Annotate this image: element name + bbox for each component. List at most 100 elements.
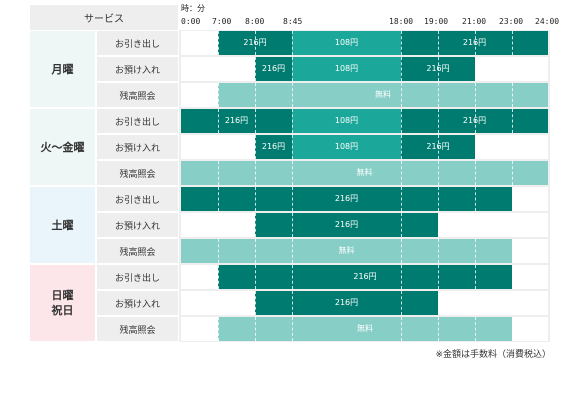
time-tick: 0:00: [181, 17, 201, 26]
grid-line: [292, 213, 293, 237]
fee-label: 216円: [353, 272, 377, 281]
fee-bar-mid: [292, 57, 401, 81]
grid-line: [218, 109, 219, 133]
grid-line: [255, 239, 256, 263]
grid-line: [512, 291, 513, 315]
service-label: お預け入れ: [97, 135, 178, 159]
grid-line: [218, 57, 219, 81]
grid-line: [218, 31, 219, 55]
grid-line: [401, 317, 402, 341]
grid-line: [292, 109, 293, 133]
grid-line: [401, 239, 402, 263]
service-label: お引き出し: [97, 109, 178, 133]
grid-line: [218, 83, 219, 107]
grid-line: [438, 239, 439, 263]
fee-label: 108円: [334, 64, 359, 73]
grid-line: [475, 213, 476, 237]
grid-line: [475, 265, 476, 289]
grid-line: [512, 213, 513, 237]
day-label-sat: 土曜: [30, 187, 95, 263]
grid-line: [401, 265, 402, 289]
grid-line: [292, 317, 293, 341]
fee-bar-light: [218, 83, 548, 107]
grid-line: [255, 265, 256, 289]
fee-label: 108円: [334, 142, 359, 151]
grid-line: [438, 31, 439, 55]
fee-label: 無料: [357, 324, 373, 333]
fee-bar-dark: [401, 31, 548, 55]
grid-line: [512, 57, 513, 81]
fee-bar-light: [218, 317, 512, 341]
fee-bar-mid: [292, 31, 401, 55]
grid-line: [512, 31, 513, 55]
grid-line: [475, 317, 476, 341]
fee-bar-dark: [255, 57, 292, 81]
grid-line: [218, 135, 219, 159]
fee-bar-dark: [181, 109, 292, 133]
grid-line: [292, 161, 293, 185]
day-label-sun: 日曜 祝日: [30, 265, 95, 341]
grid-line: [255, 135, 256, 159]
grid-line: [438, 57, 439, 81]
grid-line: [438, 135, 439, 159]
fee-label: 108円: [334, 38, 359, 47]
grid-line: [512, 317, 513, 341]
grid-line: [218, 291, 219, 315]
fee-label: 無料: [375, 90, 391, 99]
fee-label: 216円: [334, 194, 359, 203]
time-tick: 24:00: [535, 17, 560, 26]
grid-line: [218, 213, 219, 237]
grid-line: [438, 161, 439, 185]
grid-line: [292, 31, 293, 55]
grid-line: [438, 109, 439, 133]
grid-line: [255, 109, 256, 133]
fee-bar-light: [181, 239, 512, 263]
grid-line: [401, 187, 402, 211]
time-tick: 21:00: [462, 17, 487, 26]
time-tick: 18:00: [389, 17, 414, 26]
grid-line: [218, 265, 219, 289]
grid-line: [475, 187, 476, 211]
grid-line: [292, 83, 293, 107]
footnote: ※金額は手数料（消費税込）: [435, 350, 551, 360]
grid-line: [218, 239, 219, 263]
time-tick: 8:00: [245, 17, 265, 26]
day-separator: [30, 341, 548, 345]
service-label: お引き出し: [97, 187, 178, 211]
grid-line: [255, 161, 256, 185]
fee-label: 216円: [261, 142, 286, 151]
fee-bar-dark: [181, 187, 512, 211]
grid-line: [475, 31, 476, 55]
grid-line: [218, 317, 219, 341]
grid-line: [255, 317, 256, 341]
grid-line: [401, 213, 402, 237]
fee-bar-dark: [218, 265, 512, 289]
fee-label: 無料: [356, 168, 373, 177]
fee-bar-dark: [255, 291, 438, 315]
grid-line: [438, 317, 439, 341]
grid-line: [255, 83, 256, 107]
fee-bar-dark: [401, 109, 548, 133]
day-label-tue-fri: 火〜金曜: [30, 109, 95, 185]
service-label: 残高照会: [97, 317, 178, 341]
grid-line: [218, 161, 219, 185]
service-label: お引き出し: [97, 265, 178, 289]
service-label: お預け入れ: [97, 291, 178, 315]
time-axis-label: 時：分: [181, 4, 205, 13]
grid-line: [475, 109, 476, 133]
grid-line: [401, 31, 402, 55]
grid-line: [255, 291, 256, 315]
grid-line: [512, 109, 513, 133]
fee-label: 無料: [338, 246, 355, 255]
grid-line: [512, 239, 513, 263]
grid-line: [438, 213, 439, 237]
service-label: 残高照会: [97, 161, 178, 185]
grid-line: [292, 57, 293, 81]
fee-label: 216円: [462, 38, 487, 47]
day-label-mon: 月曜: [30, 31, 95, 107]
fee-label: 216円: [261, 64, 286, 73]
fee-bar-mid: [292, 109, 401, 133]
grid-line: [401, 291, 402, 315]
fee-label: 108円: [334, 116, 359, 125]
time-tick: 8:45: [283, 17, 303, 26]
